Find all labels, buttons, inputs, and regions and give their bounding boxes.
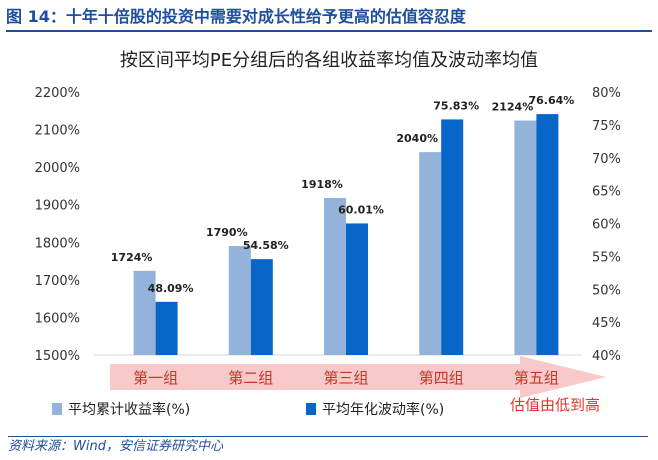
right-axis: 40% 45% 50% 55% 60% 65% 70% 75% 80% xyxy=(592,86,621,364)
data-label-annual-volatility: 76.64% xyxy=(528,94,574,107)
chart: 按区间平均PE分组后的各组收益率均值及波动率均值 1500% 1600% 1700%… xyxy=(35,50,621,418)
left-axis-tick-label: 1800% xyxy=(35,236,80,251)
legend-swatch-cumulative-return xyxy=(52,403,62,415)
data-label-cumulative-return: 1724% xyxy=(111,251,153,264)
data-label-annual-volatility: 48.09% xyxy=(148,282,194,295)
data-label-annual-volatility: 75.83% xyxy=(433,99,479,112)
left-axis-tick-label: 1900% xyxy=(35,199,80,214)
bar-annual-volatility xyxy=(155,301,178,355)
right-axis-tick-label: 45% xyxy=(592,316,621,331)
legend-swatch-annual-volatility xyxy=(306,403,316,415)
legend-label-cumulative-return: 平均累计收益率(%) xyxy=(68,401,190,418)
bar-cumulative-return xyxy=(228,246,251,355)
right-axis-tick-label: 50% xyxy=(592,283,621,298)
data-label-annual-volatility: 54.58% xyxy=(243,239,289,252)
category-label: 第二组 xyxy=(228,369,273,387)
legend-label-annual-volatility: 平均年化波动率(%) xyxy=(322,401,444,418)
arrow-shape xyxy=(110,356,606,398)
arrow-annotation: 估值由低到高 xyxy=(510,396,600,414)
source-note: 资料来源：Wind，安信证券研究中心 xyxy=(8,436,648,457)
right-axis-tick-label: 55% xyxy=(592,250,621,265)
left-axis-tick-label: 1500% xyxy=(35,349,80,364)
legend: 平均累计收益率(%) 平均年化波动率(%) xyxy=(52,401,444,418)
data-label-cumulative-return: 2040% xyxy=(396,132,438,145)
data-label-annual-volatility: 60.01% xyxy=(338,203,384,216)
bar-annual-volatility xyxy=(441,119,464,355)
right-axis-tick-label: 80% xyxy=(592,86,621,101)
right-axis-tick-label: 60% xyxy=(592,218,621,233)
left-axis-tick-label: 1700% xyxy=(35,274,80,289)
left-axis-tick-label: 2000% xyxy=(35,161,80,176)
right-axis-tick-label: 70% xyxy=(592,152,621,167)
right-axis-tick-label: 75% xyxy=(592,119,621,134)
category-label: 第一组 xyxy=(133,369,178,387)
category-label: 第三组 xyxy=(323,369,368,387)
data-label-cumulative-return: 1918% xyxy=(301,178,343,191)
bars: 1724% 48.09% 1790%54.58% 1918% 60.01% 2040% 75… xyxy=(111,94,574,355)
left-axis-tick-label: 2100% xyxy=(35,124,80,139)
data-label-cumulative-return: 2124% xyxy=(492,101,534,114)
bar-cumulative-return xyxy=(133,270,156,355)
bar-annual-volatility xyxy=(536,114,559,355)
left-axis-tick-label: 1600% xyxy=(35,311,80,326)
bar-cumulative-return xyxy=(514,120,537,355)
figure-title: 图 14：十年十倍股的投资中需要对成长性给予更高的估值容忍度 xyxy=(6,4,652,32)
bar-cumulative-return xyxy=(324,197,346,355)
chart-title: 按区间平均PE分组后的各组收益率均值及波动率均值 xyxy=(120,50,538,71)
bar-cumulative-return xyxy=(419,152,442,355)
bar-annual-volatility xyxy=(250,259,273,355)
left-axis: 1500% 1600% 1700% 1800% 1900% 2000% 2100% 2200% xyxy=(35,86,582,364)
category-label: 第五组 xyxy=(514,369,559,387)
category-label: 第四组 xyxy=(419,369,464,387)
data-label-cumulative-return: 1790% xyxy=(206,226,248,239)
left-axis-tick-label: 2200% xyxy=(35,86,80,101)
right-axis-tick-label: 40% xyxy=(592,349,621,364)
bar-annual-volatility xyxy=(346,223,368,355)
right-axis-tick-label: 65% xyxy=(592,185,621,200)
